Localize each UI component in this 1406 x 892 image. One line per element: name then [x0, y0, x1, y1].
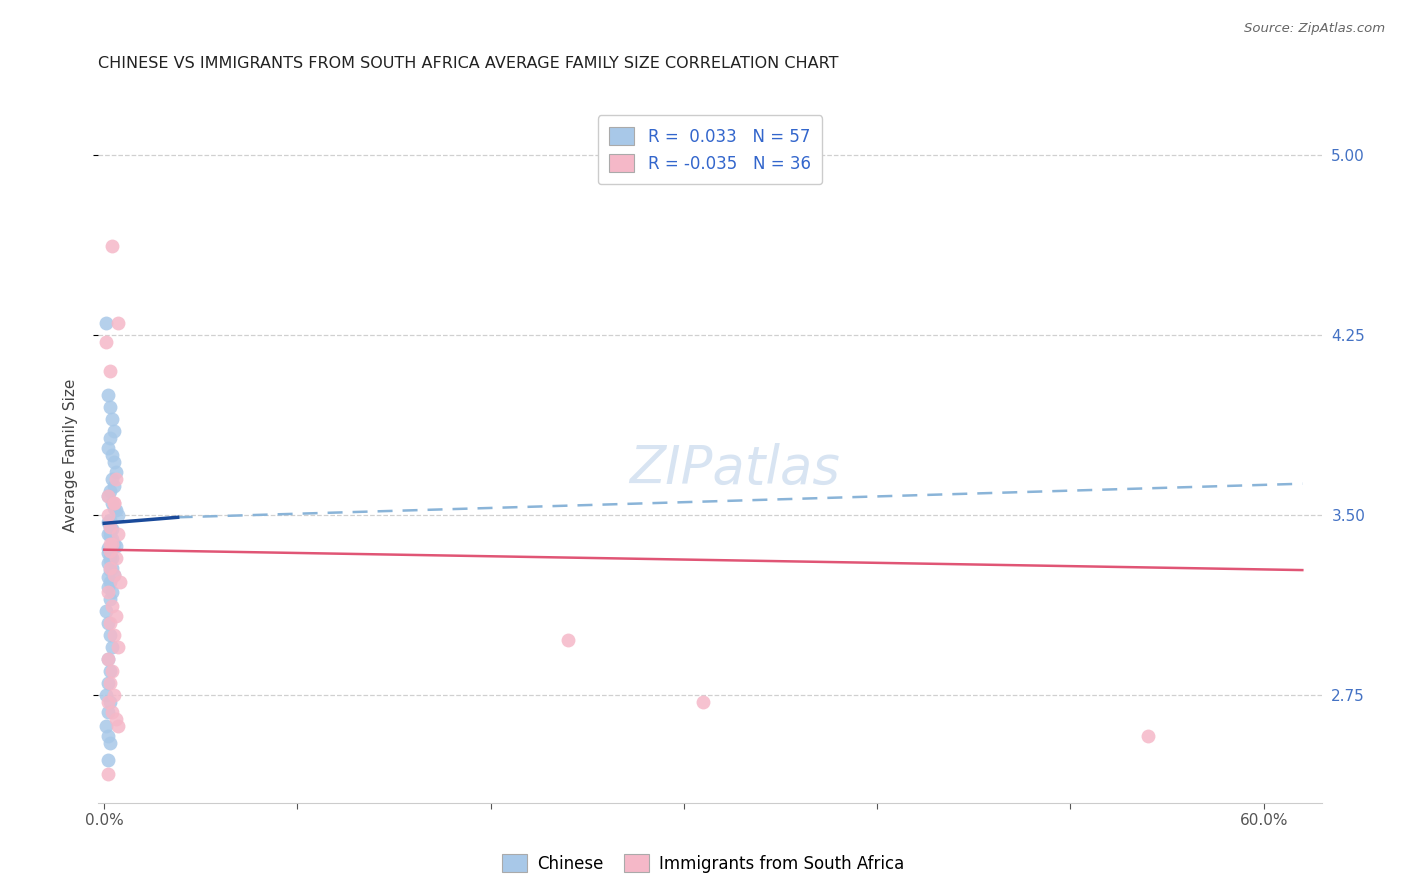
Point	[97, 546, 120, 560]
Point	[104, 503, 127, 517]
Point	[104, 465, 127, 479]
Point	[104, 551, 127, 566]
Point	[101, 239, 124, 253]
Point	[97, 652, 120, 666]
Point	[97, 489, 120, 503]
Point	[98, 615, 121, 630]
Point	[103, 688, 125, 702]
Point	[97, 515, 120, 529]
Legend: Chinese, Immigrants from South Africa: Chinese, Immigrants from South Africa	[495, 847, 911, 880]
Point	[97, 676, 120, 690]
Y-axis label: Average Family Size: Average Family Size	[63, 378, 77, 532]
Point	[94, 719, 117, 733]
Point	[103, 628, 125, 642]
Point	[97, 508, 120, 522]
Point	[97, 695, 120, 709]
Point	[101, 664, 124, 678]
Point	[101, 560, 124, 574]
Point	[97, 527, 120, 541]
Point	[98, 544, 121, 558]
Point	[98, 628, 121, 642]
Point	[101, 532, 124, 546]
Point	[101, 537, 124, 551]
Point	[1136, 729, 1159, 743]
Point	[98, 553, 121, 567]
Text: Source: ZipAtlas.com: Source: ZipAtlas.com	[1244, 22, 1385, 36]
Point	[103, 479, 125, 493]
Point	[101, 448, 124, 462]
Point	[98, 575, 121, 590]
Point	[94, 604, 117, 618]
Point	[557, 632, 579, 647]
Point	[97, 652, 120, 666]
Point	[97, 489, 120, 503]
Point	[94, 335, 117, 350]
Point	[97, 584, 120, 599]
Point	[101, 412, 124, 426]
Point	[97, 570, 120, 584]
Point	[98, 695, 121, 709]
Point	[98, 520, 121, 534]
Point	[107, 508, 129, 522]
Point	[103, 496, 125, 510]
Point	[103, 500, 125, 515]
Point	[94, 688, 117, 702]
Point	[97, 388, 120, 402]
Point	[98, 520, 121, 534]
Point	[97, 441, 120, 455]
Point	[107, 640, 129, 654]
Point	[98, 537, 121, 551]
Point	[103, 455, 125, 469]
Point	[101, 472, 124, 486]
Point	[98, 544, 121, 558]
Point	[98, 529, 121, 543]
Point	[103, 567, 125, 582]
Point	[103, 424, 125, 438]
Point	[108, 575, 131, 590]
Point	[98, 483, 121, 498]
Point	[103, 567, 125, 582]
Point	[101, 599, 124, 613]
Point	[94, 316, 117, 330]
Point	[98, 549, 121, 563]
Point	[97, 705, 120, 719]
Point	[104, 608, 127, 623]
Point	[97, 729, 120, 743]
Point	[98, 513, 121, 527]
Point	[107, 527, 129, 541]
Point	[104, 472, 127, 486]
Point	[101, 522, 124, 536]
Point	[97, 753, 120, 767]
Point	[103, 496, 125, 510]
Point	[104, 712, 127, 726]
Point	[98, 364, 121, 378]
Point	[97, 541, 120, 556]
Legend: R =  0.033   N = 57, R = -0.035   N = 36: R = 0.033 N = 57, R = -0.035 N = 36	[598, 115, 823, 185]
Point	[107, 316, 129, 330]
Point	[98, 431, 121, 445]
Point	[104, 539, 127, 553]
Point	[98, 560, 121, 574]
Point	[98, 676, 121, 690]
Point	[101, 551, 124, 566]
Text: CHINESE VS IMMIGRANTS FROM SOUTH AFRICA AVERAGE FAMILY SIZE CORRELATION CHART: CHINESE VS IMMIGRANTS FROM SOUTH AFRICA …	[98, 56, 839, 71]
Point	[98, 524, 121, 539]
Point	[98, 591, 121, 606]
Point	[98, 400, 121, 414]
Point	[97, 615, 120, 630]
Point	[97, 556, 120, 570]
Point	[103, 537, 125, 551]
Point	[107, 719, 129, 733]
Point	[98, 563, 121, 577]
Point	[97, 580, 120, 594]
Point	[98, 736, 121, 750]
Point	[101, 640, 124, 654]
Text: ZIPatlas: ZIPatlas	[628, 442, 839, 495]
Point	[692, 695, 714, 709]
Point	[97, 767, 120, 781]
Point	[101, 705, 124, 719]
Point	[98, 664, 121, 678]
Point	[101, 584, 124, 599]
Point	[101, 496, 124, 510]
